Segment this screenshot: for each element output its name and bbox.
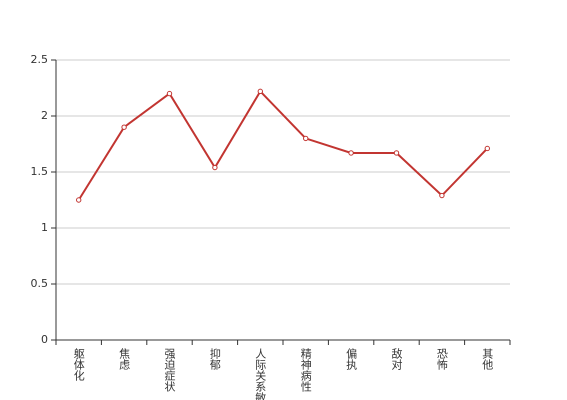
y-tick-label: 0.5 <box>31 277 49 290</box>
y-tick-label: 2.5 <box>31 53 49 66</box>
point <box>212 164 218 171</box>
x-tick-label: 敌对 <box>390 347 403 370</box>
point <box>484 145 490 152</box>
x-tick-label: 躯体化 <box>72 348 85 382</box>
point <box>439 192 445 199</box>
point <box>348 150 354 156</box>
point <box>303 135 309 142</box>
point <box>121 124 127 130</box>
x-tick-label: 偏执 <box>345 347 358 371</box>
x-tick-label: 其他 <box>481 348 494 370</box>
point <box>76 197 82 203</box>
point <box>257 88 263 95</box>
x-tick-label: 恐怖 <box>435 348 448 370</box>
y-tick-label: 1.5 <box>31 165 49 178</box>
x-tick-label: 人际关系敏感 <box>254 348 267 400</box>
x-tick-label: 抑郁 <box>208 347 221 370</box>
x-tick-label: 精神病性 <box>299 348 312 393</box>
point <box>166 90 173 97</box>
x-tick-label: 焦虑 <box>118 348 131 370</box>
x-tick-label: 强迫症状 <box>163 348 176 392</box>
line <box>77 89 489 201</box>
y-tick-label: 1 <box>41 221 48 234</box>
y-tick-label: 0 <box>41 333 48 346</box>
point <box>393 150 400 156</box>
y-tick-label: 2 <box>41 109 48 122</box>
